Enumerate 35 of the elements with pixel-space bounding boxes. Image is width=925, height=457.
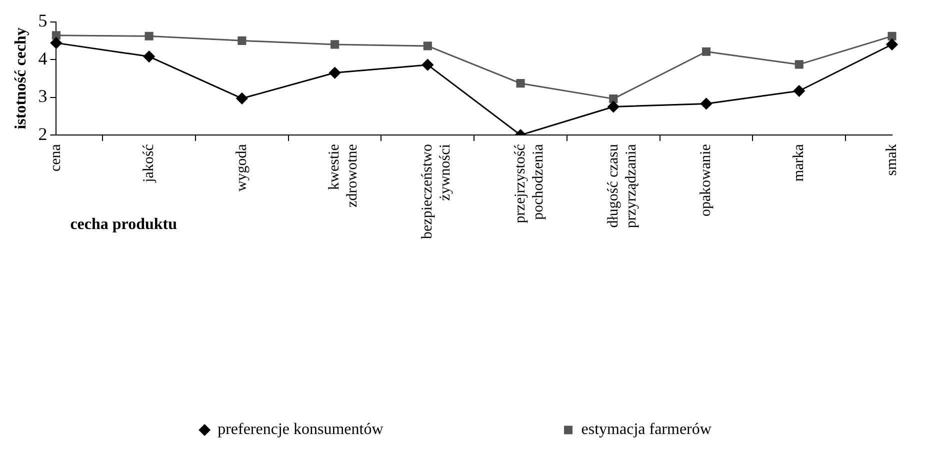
y-tick-label: 4: [38, 48, 48, 68]
x-tick-label: wygoda: [234, 144, 250, 192]
point: [888, 32, 896, 40]
x-tick-label: opakowanie: [698, 144, 714, 217]
point: [516, 79, 525, 88]
y-tick-label: 5: [38, 10, 48, 31]
point: [236, 92, 248, 104]
point: [700, 98, 712, 110]
x-tick-label: marka: [791, 144, 808, 182]
point: [238, 36, 246, 45]
point: [886, 38, 898, 50]
point: [423, 42, 432, 50]
y-tick-label: 2: [38, 124, 48, 144]
y-axis-title: istotność cechy: [12, 28, 30, 130]
legend-label: estymacja farmerów: [581, 421, 712, 438]
point: [52, 31, 60, 40]
point: [144, 32, 154, 40]
x-tick-label: jakość: [141, 144, 158, 184]
legend-label: preferencje konsumentów: [218, 421, 384, 438]
x-axis-title: cecha produktu: [70, 216, 178, 234]
point: [422, 59, 434, 71]
y-tick-label: 3: [38, 86, 48, 106]
point: [794, 60, 804, 69]
x-tick-label: bezpieczeństwo żywności: [420, 144, 454, 239]
point: [50, 37, 62, 49]
point: [330, 40, 340, 49]
point: [609, 94, 618, 104]
point: [793, 85, 805, 97]
point: [702, 47, 711, 56]
x-tick-label: cena: [48, 144, 64, 172]
x-tick-label: smak: [884, 144, 900, 176]
x-tick-label: kwestie zdrowotne: [326, 144, 361, 208]
point: [608, 100, 620, 112]
point: [143, 50, 155, 62]
point: [329, 67, 341, 79]
